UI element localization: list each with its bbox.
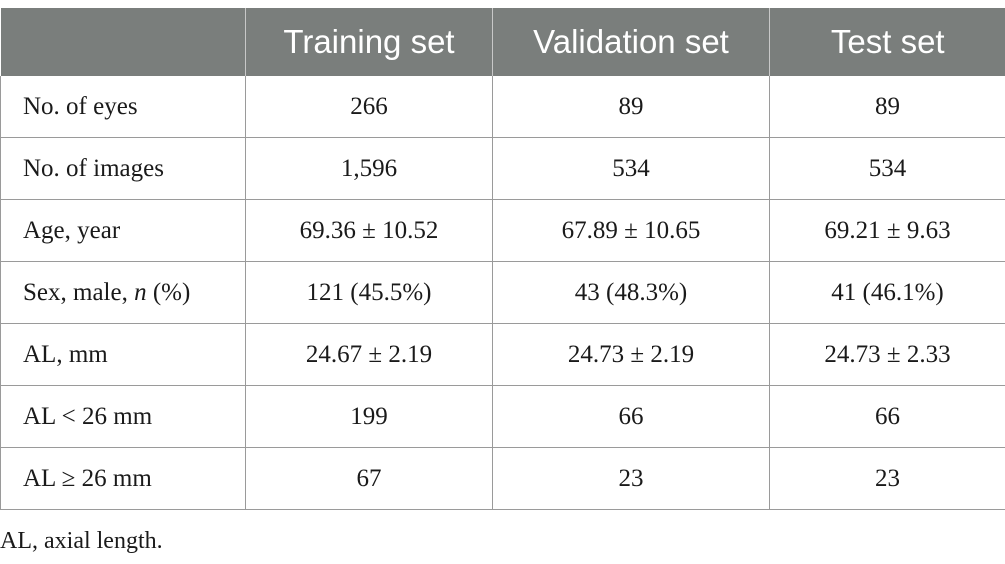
table-row: AL, mm 24.67 ± 2.19 24.73 ± 2.19 24.73 ±…: [0, 323, 1005, 386]
cell-training: 266: [245, 76, 493, 138]
cell-test: 23: [769, 447, 1005, 510]
row-label: AL, mm: [0, 323, 246, 386]
table-body: No. of eyes 266 89 89 No. of images 1,59…: [0, 76, 1005, 510]
cell-test: 69.21 ± 9.63: [769, 199, 1005, 262]
table-row: Age, year 69.36 ± 10.52 67.89 ± 10.65 69…: [0, 199, 1005, 262]
row-label: Age, year: [0, 199, 246, 262]
table-row: Sex, male, n (%) 121 (45.5%) 43 (48.3%) …: [0, 261, 1005, 324]
row-label-suffix: (%): [146, 278, 191, 306]
row-label-prefix: Sex, male,: [23, 278, 135, 306]
cell-test: 66: [769, 385, 1005, 448]
cell-training: 1,596: [245, 137, 493, 200]
cell-test: 24.73 ± 2.33: [769, 323, 1005, 386]
cell-test: 534: [769, 137, 1005, 200]
cell-training: 67: [245, 447, 493, 510]
row-label: Sex, male, n (%): [0, 261, 246, 324]
header-test-set: Test set: [769, 8, 1005, 76]
header-validation-set: Validation set: [492, 8, 770, 76]
cell-training: 69.36 ± 10.52: [245, 199, 493, 262]
table-row: No. of images 1,596 534 534: [0, 137, 1005, 200]
data-table: Training set Validation set Test set No.…: [0, 8, 1005, 510]
cell-validation: 66: [492, 385, 770, 448]
row-label: No. of eyes: [0, 76, 246, 138]
table-footnote: AL, axial length.: [0, 528, 163, 554]
header-cell-empty: [0, 8, 246, 76]
cell-validation: 67.89 ± 10.65: [492, 199, 770, 262]
cell-test: 41 (46.1%): [769, 261, 1005, 324]
row-label-italic: n: [134, 278, 147, 306]
table-row: No. of eyes 266 89 89: [0, 76, 1005, 138]
cell-validation: 23: [492, 447, 770, 510]
cell-test: 89: [769, 76, 1005, 138]
cell-training: 199: [245, 385, 493, 448]
cell-validation: 89: [492, 76, 770, 138]
header-training-set: Training set: [245, 8, 493, 76]
table-row: AL < 26 mm 199 66 66: [0, 385, 1005, 448]
cell-validation: 24.73 ± 2.19: [492, 323, 770, 386]
cell-validation: 534: [492, 137, 770, 200]
header-row: Training set Validation set Test set: [0, 8, 1005, 76]
table-row: AL ≥ 26 mm 67 23 23: [0, 447, 1005, 510]
table-header: Training set Validation set Test set: [0, 8, 1005, 76]
cell-training: 24.67 ± 2.19: [245, 323, 493, 386]
row-label: AL < 26 mm: [0, 385, 246, 448]
row-label: AL ≥ 26 mm: [0, 447, 246, 510]
cell-training: 121 (45.5%): [245, 261, 493, 324]
row-label: No. of images: [0, 137, 246, 200]
cell-validation: 43 (48.3%): [492, 261, 770, 324]
